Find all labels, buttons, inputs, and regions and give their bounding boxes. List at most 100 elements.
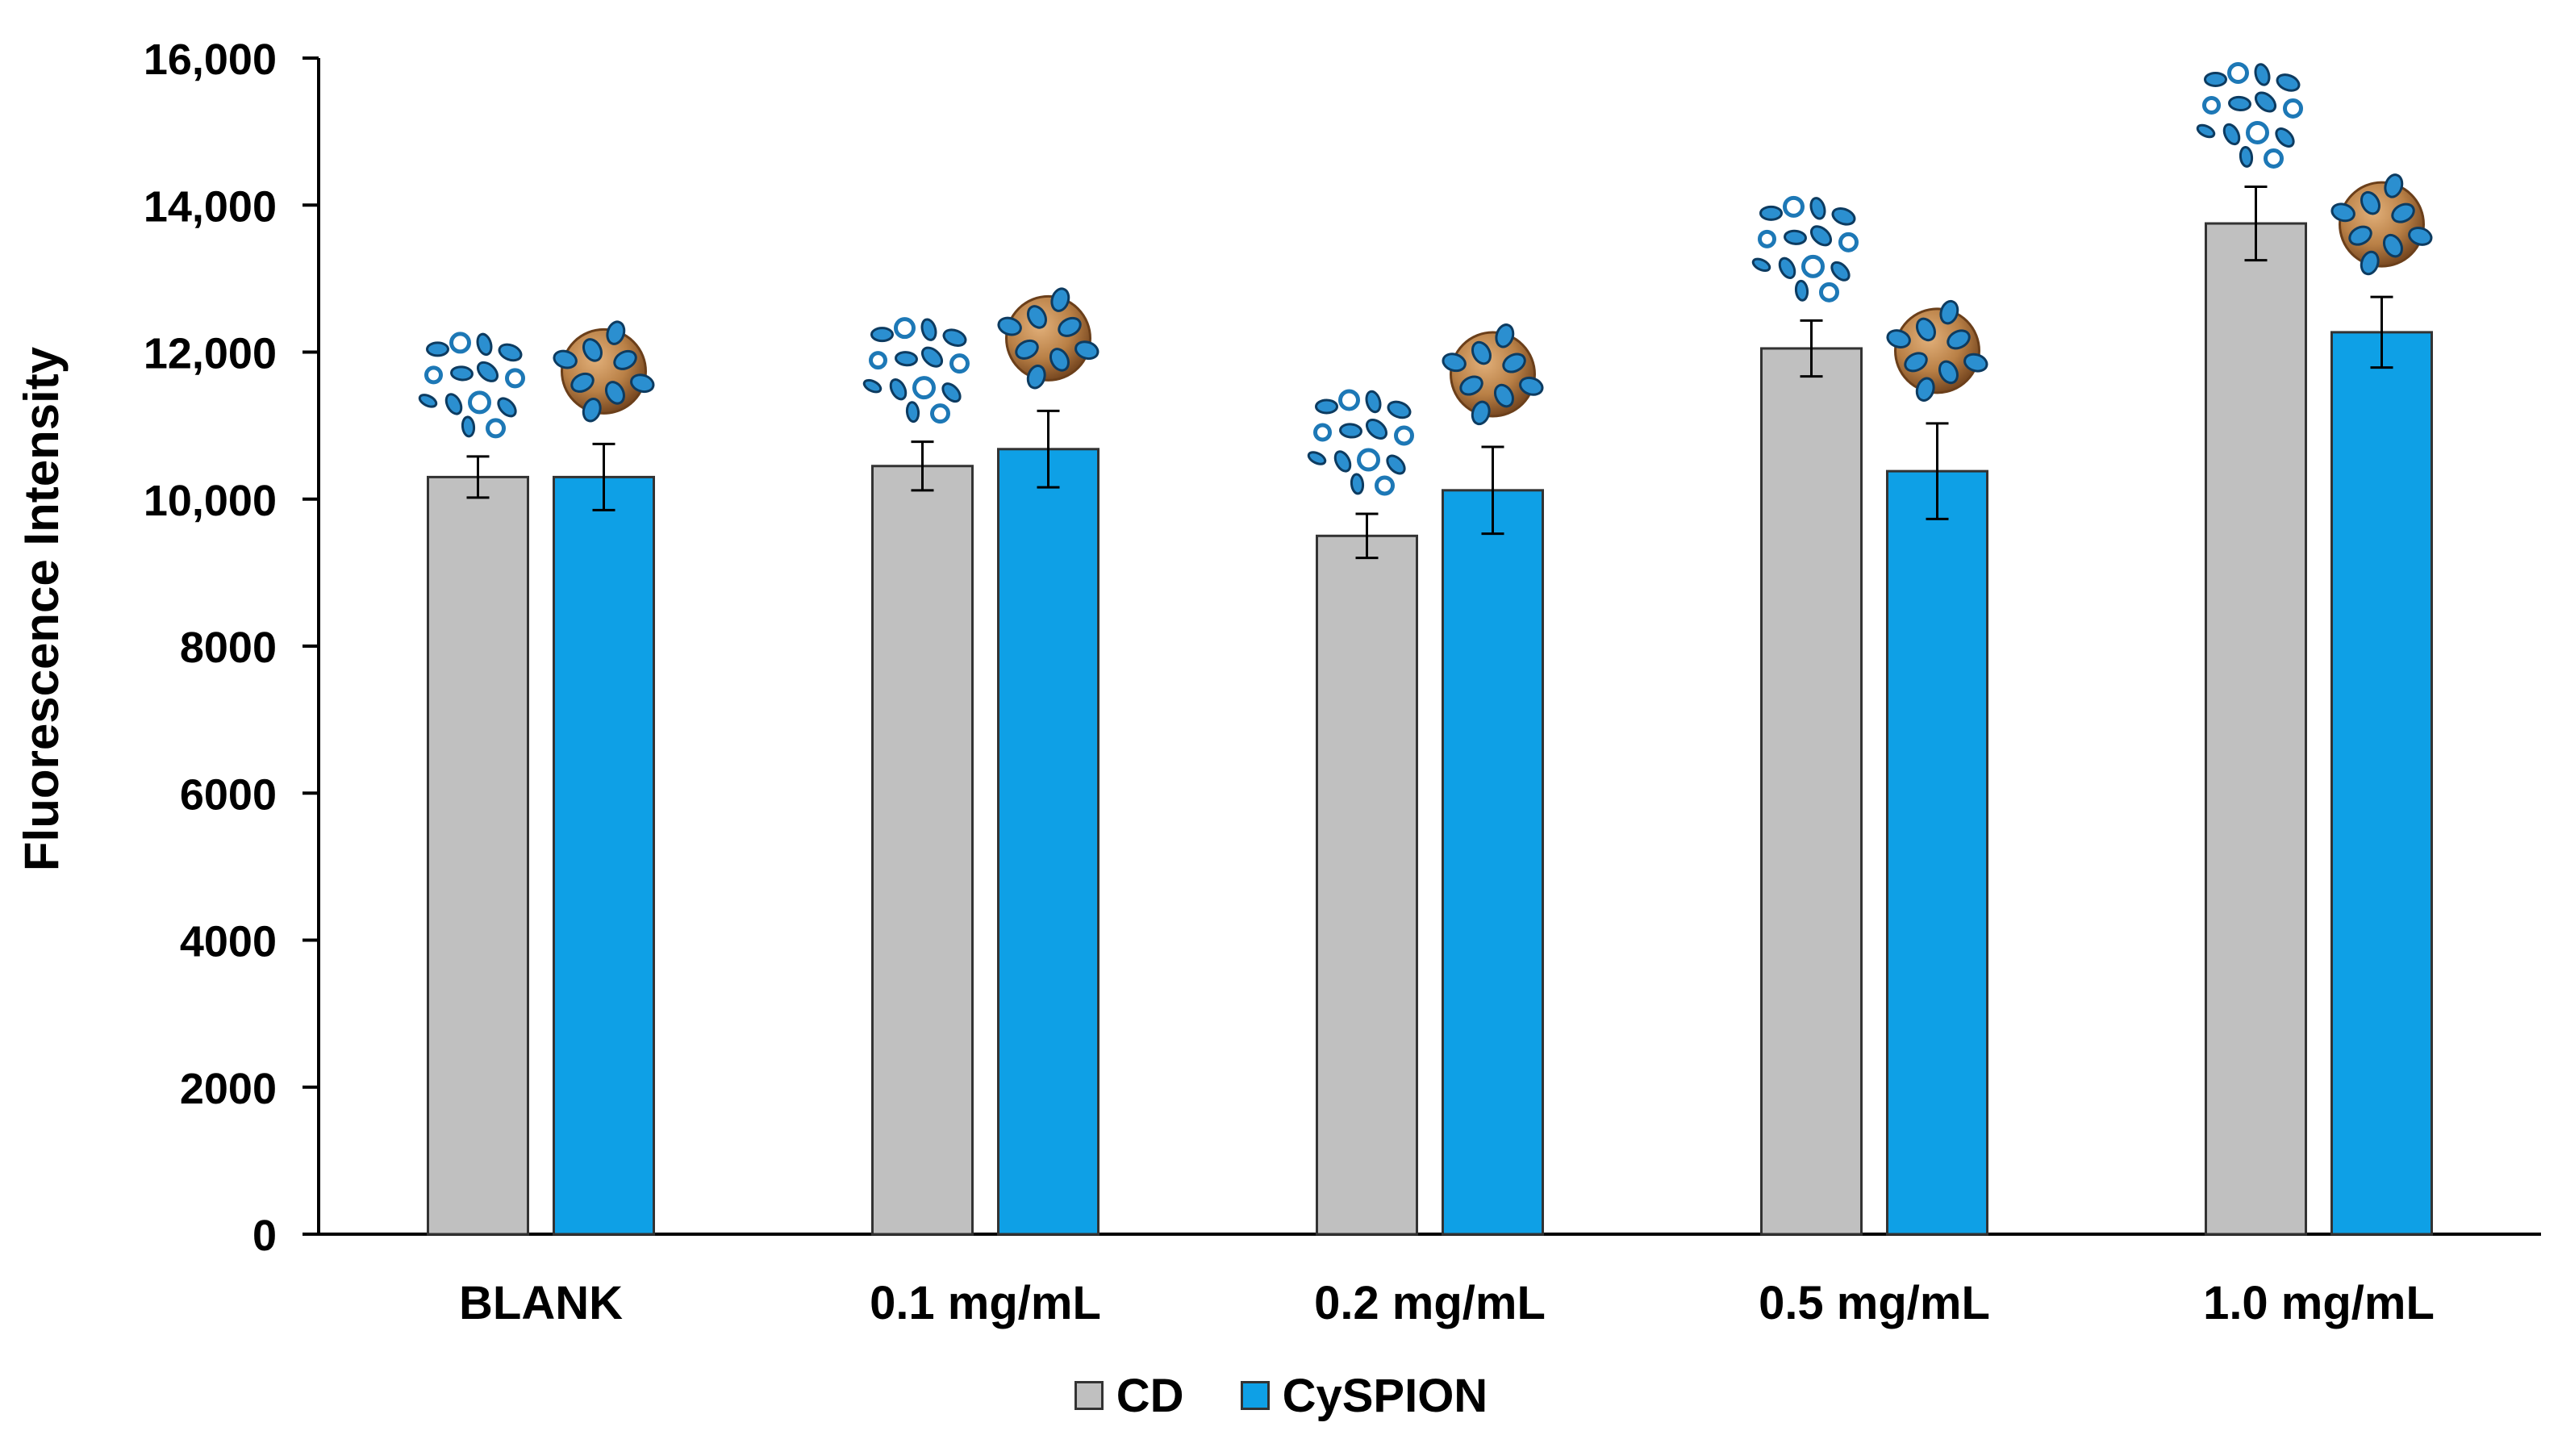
cd-ring bbox=[1783, 195, 1805, 218]
cd-ring bbox=[505, 368, 525, 389]
cd-ring bbox=[1915, 317, 1936, 342]
legend-item-cyspion: CySPION bbox=[1240, 1369, 1488, 1423]
cd-ring bbox=[895, 351, 918, 367]
cd-ring bbox=[1365, 390, 1382, 414]
x-tick-label: 0.5 mg/mL bbox=[1759, 1277, 1990, 1329]
cd-ring bbox=[1886, 329, 1911, 348]
cd-ring bbox=[1442, 353, 1467, 373]
cd-ring bbox=[604, 381, 625, 405]
cd-ring bbox=[997, 316, 1022, 336]
y-tick-label: 12,000 bbox=[144, 330, 277, 378]
cd-ring bbox=[553, 349, 578, 369]
cd-ring bbox=[1801, 254, 1825, 278]
iron-oxide-core bbox=[561, 327, 647, 415]
iron-oxide-core bbox=[1450, 331, 1536, 418]
cd-ring bbox=[941, 382, 962, 403]
y-tick-label: 14,000 bbox=[144, 182, 277, 231]
y-tick-label: 0 bbox=[252, 1212, 277, 1260]
cd-ring bbox=[630, 373, 655, 394]
cd-ring bbox=[2264, 148, 2284, 169]
cd-ring bbox=[1339, 423, 1362, 439]
bar-cyspion bbox=[2330, 331, 2433, 1236]
cd-ring bbox=[613, 349, 637, 370]
cd-ring bbox=[582, 338, 603, 362]
cd-ring bbox=[2384, 173, 2404, 198]
cd-ring bbox=[449, 332, 471, 354]
y-tick-label: 2000 bbox=[180, 1065, 277, 1113]
cd-ring bbox=[2391, 202, 2415, 223]
cd-ring bbox=[1904, 352, 1928, 373]
y-axis-label: Fluorescence Intensity bbox=[15, 346, 69, 871]
x-tick-label: 0.1 mg/mL bbox=[870, 1277, 1101, 1329]
cd-ring bbox=[1386, 454, 1406, 475]
cd-ring bbox=[1050, 287, 1070, 312]
cd-ring bbox=[1519, 376, 1544, 396]
legend-item-cd: CD bbox=[1074, 1369, 1184, 1423]
iron-oxide-core bbox=[2339, 181, 2425, 268]
cd-ring bbox=[450, 365, 474, 382]
cd-ring bbox=[1365, 418, 1388, 440]
cd-ring bbox=[570, 372, 595, 393]
legend-label-cd: CD bbox=[1116, 1369, 1184, 1422]
cd-ring bbox=[1307, 451, 1327, 465]
cd-ring bbox=[497, 397, 517, 418]
cd-ring bbox=[2228, 95, 2251, 112]
cd-ring bbox=[2382, 233, 2403, 258]
cd-ring bbox=[2283, 98, 2303, 119]
iron-oxide-core bbox=[1005, 294, 1091, 382]
cd-ring bbox=[418, 394, 438, 408]
cd-ring bbox=[905, 401, 920, 423]
cd-ring bbox=[2408, 227, 2433, 246]
cd-ring bbox=[426, 341, 449, 357]
bar-cd bbox=[1760, 347, 1863, 1236]
cd-ring bbox=[2222, 123, 2241, 146]
cd-ring bbox=[1471, 340, 1492, 365]
cd-ring bbox=[1357, 448, 1380, 472]
cyclodextrin-icon bbox=[1751, 195, 1859, 302]
cd-ring bbox=[1049, 348, 1070, 372]
cd-ring bbox=[1394, 425, 1414, 446]
x-tick-label: BLANK bbox=[459, 1277, 623, 1329]
cd-ring bbox=[606, 320, 626, 345]
bar-cd bbox=[1316, 534, 1418, 1236]
cd-ring bbox=[1058, 316, 1082, 337]
cd-ring bbox=[1819, 282, 1839, 302]
cd-ring bbox=[476, 361, 499, 382]
iron-oxide-core bbox=[1894, 307, 1980, 394]
cd-ring bbox=[1838, 232, 1859, 252]
cd-ring bbox=[461, 415, 476, 438]
cd-ring bbox=[1938, 360, 1959, 385]
bar-cyspion bbox=[997, 448, 1099, 1236]
cd-ring bbox=[1074, 340, 1099, 361]
cd-ring bbox=[889, 378, 908, 401]
cd-ring bbox=[949, 353, 970, 374]
cd-ring bbox=[1471, 400, 1491, 426]
x-tick-label: 0.2 mg/mL bbox=[1314, 1277, 1546, 1329]
y-tick-label: 8000 bbox=[180, 624, 277, 672]
y-tick-label: 4000 bbox=[180, 918, 277, 966]
cd-ring bbox=[912, 376, 936, 400]
cd-ring bbox=[2246, 120, 2269, 144]
cd-ring bbox=[1315, 398, 1338, 415]
bar-cd bbox=[427, 475, 529, 1236]
cd-ring bbox=[894, 317, 916, 340]
cd-ring bbox=[582, 398, 602, 423]
bar-cyspion bbox=[1886, 469, 1988, 1236]
cd-ring bbox=[1338, 389, 1360, 411]
bar-cd bbox=[2205, 222, 2307, 1236]
cd-ring bbox=[1809, 225, 1833, 247]
cd-ring bbox=[1495, 323, 1515, 348]
cd-ring bbox=[1026, 305, 1047, 329]
cd-ring bbox=[930, 403, 950, 424]
cd-ring bbox=[1831, 207, 1856, 226]
cd-ring bbox=[1794, 279, 1809, 302]
bars bbox=[427, 185, 2433, 1236]
cd-ring bbox=[2348, 225, 2372, 246]
cd-ring bbox=[869, 351, 887, 370]
legend: CD CySPION bbox=[0, 1367, 2562, 1424]
cd-ring bbox=[1493, 383, 1514, 408]
legend-swatch-cd bbox=[1074, 1381, 1104, 1410]
axes: 0 2000 4000 6000 8000 10,000 12,000 14,000 16,00… bbox=[144, 35, 2541, 1329]
cd-ring bbox=[1751, 257, 1771, 273]
